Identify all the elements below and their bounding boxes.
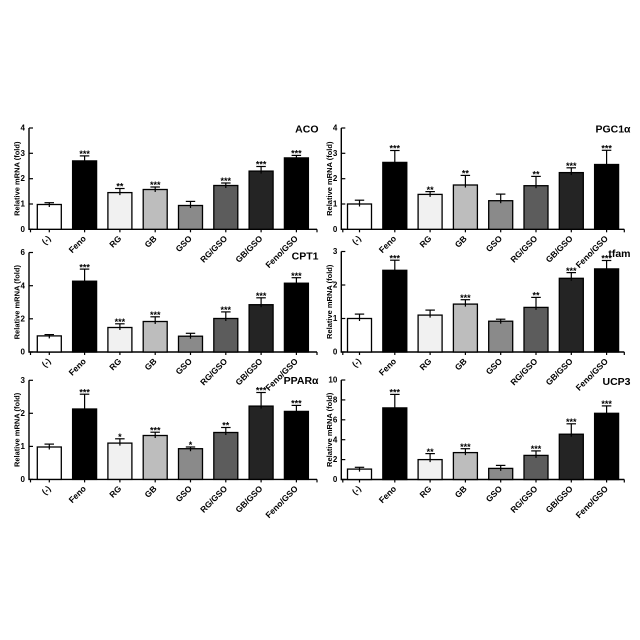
svg-text:4: 4 <box>21 281 26 290</box>
svg-text:0: 0 <box>21 348 26 357</box>
svg-text:***: *** <box>150 310 161 320</box>
svg-text:***: *** <box>256 291 267 301</box>
svg-text:***: *** <box>390 388 401 398</box>
svg-text:***: *** <box>390 144 401 154</box>
svg-text:0: 0 <box>333 475 338 484</box>
svg-text:8: 8 <box>333 396 338 405</box>
svg-text:**: ** <box>427 447 435 457</box>
svg-text:0: 0 <box>21 225 26 234</box>
svg-text:CPT1: CPT1 <box>292 251 319 263</box>
svg-text:3: 3 <box>333 149 338 158</box>
svg-text:***: *** <box>291 149 302 159</box>
svg-text:Relative mRNA (fold): Relative mRNA (fold) <box>13 141 22 216</box>
svg-text:tfam: tfam <box>608 248 630 260</box>
svg-text:***: *** <box>390 253 401 263</box>
svg-text:***: *** <box>79 387 90 397</box>
svg-text:***: *** <box>291 271 302 281</box>
svg-text:PPARα: PPARα <box>284 375 319 387</box>
svg-text:4: 4 <box>21 124 26 133</box>
svg-text:**: ** <box>116 182 124 192</box>
svg-text:6: 6 <box>333 415 338 424</box>
svg-text:**: ** <box>532 291 540 301</box>
svg-text:3: 3 <box>333 247 338 256</box>
svg-text:***: *** <box>460 293 471 303</box>
svg-text:***: *** <box>601 399 612 409</box>
svg-text:***: *** <box>256 160 267 170</box>
svg-text:**: ** <box>222 421 230 431</box>
svg-text:*: * <box>189 440 193 450</box>
svg-text:ACO: ACO <box>295 124 318 136</box>
svg-text:1: 1 <box>333 314 338 323</box>
svg-text:***: *** <box>150 425 161 435</box>
svg-text:**: ** <box>427 185 435 195</box>
svg-text:1: 1 <box>21 442 26 451</box>
svg-text:2: 2 <box>333 455 338 464</box>
svg-text:1: 1 <box>333 200 338 209</box>
svg-text:***: *** <box>566 161 577 171</box>
svg-text:***: *** <box>221 305 232 315</box>
svg-text:Relative mRNA (fold): Relative mRNA (fold) <box>13 265 22 340</box>
svg-text:***: *** <box>601 254 612 264</box>
svg-text:10: 10 <box>328 376 337 385</box>
svg-text:0: 0 <box>333 225 338 234</box>
svg-text:PGC1α: PGC1α <box>595 124 631 136</box>
svg-text:4: 4 <box>333 124 338 133</box>
svg-text:**: ** <box>462 169 470 179</box>
svg-text:3: 3 <box>21 376 26 385</box>
svg-text:**: ** <box>532 170 540 180</box>
svg-text:6: 6 <box>21 248 26 257</box>
svg-text:***: *** <box>460 442 471 452</box>
svg-text:***: *** <box>531 444 542 454</box>
svg-text:2: 2 <box>333 281 338 290</box>
svg-text:***: *** <box>150 180 161 190</box>
svg-text:Relative mRNA (fold): Relative mRNA (fold) <box>325 392 334 467</box>
svg-text:***: *** <box>79 262 90 272</box>
svg-text:0: 0 <box>333 348 338 357</box>
svg-text:***: *** <box>566 417 577 427</box>
svg-text:2: 2 <box>21 409 26 418</box>
svg-text:4: 4 <box>333 435 338 444</box>
svg-text:***: *** <box>79 149 90 159</box>
svg-text:***: *** <box>291 399 302 409</box>
svg-text:***: *** <box>256 386 267 396</box>
svg-text:1: 1 <box>21 200 26 209</box>
svg-text:UCP3: UCP3 <box>602 376 630 388</box>
svg-text:3: 3 <box>21 149 26 158</box>
svg-text:***: *** <box>221 176 232 186</box>
svg-text:2: 2 <box>21 174 26 183</box>
svg-text:Relative mRNA (fold): Relative mRNA (fold) <box>13 392 22 467</box>
svg-text:***: *** <box>115 317 126 327</box>
svg-text:***: *** <box>566 266 577 276</box>
svg-text:Relative mRNA (fold): Relative mRNA (fold) <box>325 141 334 216</box>
svg-text:2: 2 <box>333 174 338 183</box>
svg-text:Relative mRNA (fold): Relative mRNA (fold) <box>325 264 334 339</box>
svg-text:0: 0 <box>21 475 26 484</box>
svg-text:***: *** <box>601 144 612 154</box>
svg-text:2: 2 <box>21 314 26 323</box>
svg-text:*: * <box>118 432 122 442</box>
